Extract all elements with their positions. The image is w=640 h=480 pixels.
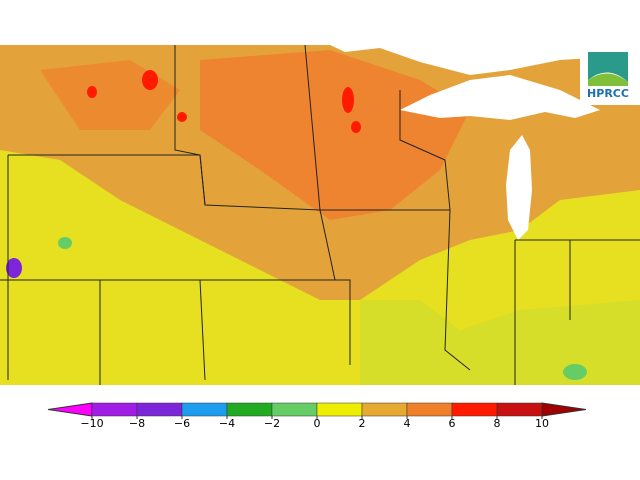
colorbar-segment [136, 402, 183, 417]
coldspot [6, 258, 22, 278]
tick-label: 4 [404, 417, 411, 430]
lake-michigan [506, 135, 532, 240]
tick-label: −2 [264, 417, 280, 430]
region-warm-high [200, 50, 470, 220]
colorbar-segment [451, 402, 498, 417]
colorbar-extension [47, 402, 93, 417]
colorbar-segment [91, 402, 138, 417]
tick-label: 8 [494, 417, 501, 430]
tick-label: 0 [314, 417, 321, 430]
coldspot [563, 364, 587, 380]
tick-label: −4 [219, 417, 235, 430]
logo-mark [588, 52, 628, 82]
colorbar-extension [541, 402, 587, 417]
colorbar-segment [181, 402, 228, 417]
tick-label: 10 [535, 417, 549, 430]
tick-label: 6 [449, 417, 456, 430]
logo: HPRCC [587, 52, 629, 100]
no-data [0, 45, 640, 75]
logo-mark [588, 73, 628, 86]
state-borders [0, 44, 640, 385]
colorbar-segment [496, 402, 543, 417]
hotspot [87, 86, 97, 98]
tick-label: −8 [129, 417, 145, 430]
colorbar-segment [271, 402, 318, 417]
tick-label: −6 [174, 417, 190, 430]
hotspot [142, 70, 158, 90]
logo-text: HPRCC [587, 87, 629, 100]
coldspot [58, 237, 72, 249]
colorbar: −10 −8 −6 −4 −2 0 2 4 6 8 10 [47, 402, 587, 430]
colorbar-segment [406, 402, 453, 417]
tick-label: 2 [359, 417, 366, 430]
hotspot [342, 87, 354, 113]
hotspot [177, 112, 187, 122]
colorbar-segment [361, 402, 408, 417]
colorbar-segment [226, 402, 273, 417]
tick-label: −10 [80, 417, 103, 430]
region [360, 300, 640, 385]
map [0, 40, 640, 385]
lake-superior [400, 75, 600, 120]
hotspot [351, 121, 361, 133]
colorbar-segment [316, 402, 363, 417]
